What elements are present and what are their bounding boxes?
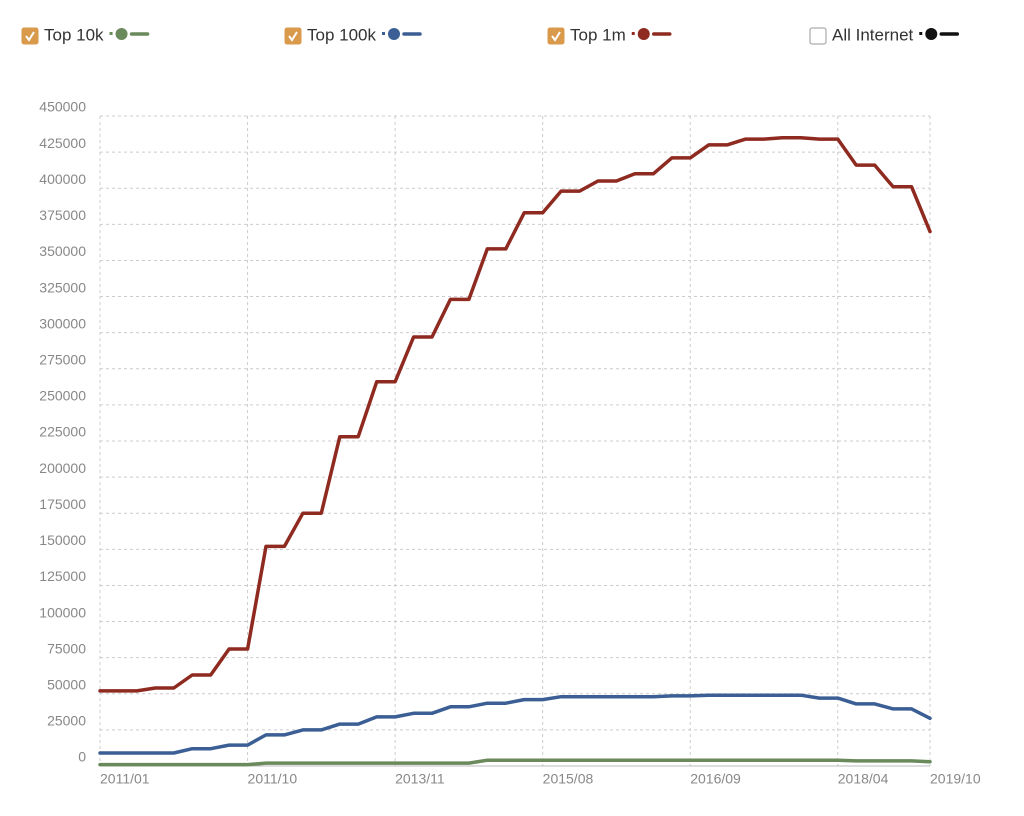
legend-marker (925, 28, 938, 40)
y-tick-label: 450000 (39, 99, 86, 115)
legend-dot (382, 32, 385, 35)
checkmark (288, 31, 298, 42)
y-tick-label: 150000 (39, 532, 86, 548)
y-tick-label: 100000 (39, 604, 86, 620)
y-tick-label: 125000 (39, 568, 86, 584)
x-tick-label: 2015/08 (543, 771, 594, 787)
y-tick-label: 0 (78, 749, 86, 765)
series-line (98, 758, 932, 767)
checkmark (25, 31, 35, 42)
legend-checkbox[interactable] (284, 27, 302, 45)
y-tick-label: 325000 (39, 279, 86, 295)
series-line (98, 693, 932, 755)
legend-marker (115, 28, 128, 40)
y-tick-label: 275000 (39, 351, 86, 367)
y-tick-label: 375000 (39, 207, 86, 223)
legend-marker (637, 28, 650, 40)
legend-dot (919, 32, 923, 35)
legend-checkbox[interactable] (809, 27, 827, 45)
x-tick-label: 2016/09 (690, 771, 741, 787)
y-tick-label: 200000 (39, 460, 86, 476)
y-tick-label: 350000 (39, 243, 86, 259)
checkmark (551, 31, 561, 42)
y-tick-label: 400000 (39, 171, 86, 187)
legend-checkbox[interactable] (21, 27, 39, 45)
legend-label[interactable]: All Internet (832, 25, 914, 44)
y-tick-label: 425000 (39, 135, 86, 151)
legend-marker (388, 28, 400, 40)
y-tick-label: 300000 (39, 315, 86, 331)
y-tick-label: 175000 (39, 496, 86, 512)
y-tick-label: 250000 (39, 388, 86, 404)
y-tick-label: 50000 (47, 676, 86, 692)
x-tick-label: 2011/10 (248, 771, 298, 787)
legend-checkbox[interactable] (547, 27, 565, 45)
legend-dot (631, 32, 635, 35)
x-tick-label: 2019/10 (930, 771, 981, 787)
x-tick-label: 2011/01 (100, 771, 150, 787)
legend-label[interactable]: Top 10k (44, 25, 104, 44)
x-tick-label: 2018/04 (838, 771, 889, 787)
y-tick-label: 75000 (47, 640, 86, 656)
series-line (98, 135, 932, 693)
y-tick-label: 225000 (39, 424, 86, 440)
legend-dot (109, 32, 113, 35)
legend-label[interactable]: Top 100k (307, 25, 376, 44)
legend-label[interactable]: Top 1m (570, 25, 626, 44)
y-tick-label: 25000 (47, 713, 86, 729)
x-tick-label: 2013/11 (395, 771, 445, 787)
